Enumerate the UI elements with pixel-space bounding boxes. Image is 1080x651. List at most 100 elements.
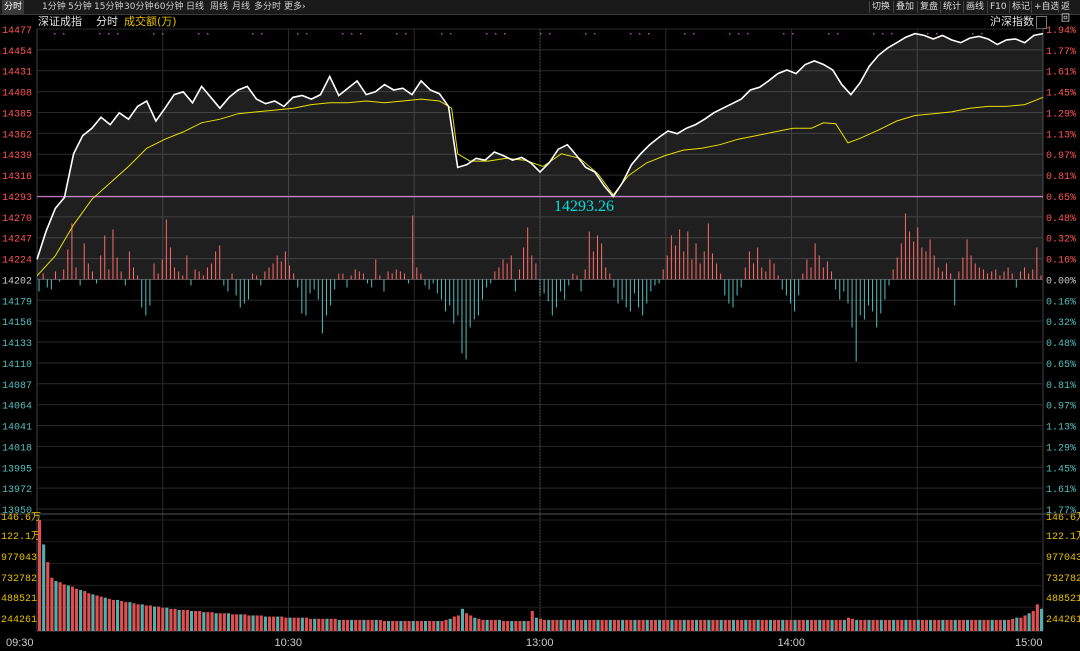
event-marker: [504, 33, 506, 35]
volume-bar: [600, 619, 604, 631]
tab-3[interactable]: 15分钟: [94, 2, 124, 12]
tab-0[interactable]: 分时: [2, 0, 25, 14]
volume-bar: [366, 619, 370, 631]
volume-bar: [933, 619, 937, 631]
volume-tick-label: 732782: [1, 574, 37, 585]
toolbar-btn-4[interactable]: 画线: [963, 1, 986, 13]
volume-bar: [937, 619, 941, 631]
volume-bar: [321, 618, 325, 631]
volume-bar: [641, 619, 645, 631]
event-marker: [594, 33, 596, 35]
toolbar-btn-1[interactable]: 叠加: [893, 1, 916, 13]
volume-bar: [547, 619, 551, 631]
volume-bar: [309, 618, 313, 631]
volume-bar: [148, 605, 152, 631]
volume-bar: [485, 619, 489, 631]
price-tick-label: 13995: [2, 464, 32, 475]
volume-bar: [859, 619, 863, 631]
volume-bar: [756, 619, 760, 631]
volume-bar: [194, 611, 198, 631]
event-marker: [792, 33, 794, 35]
volume-bar: [350, 619, 354, 631]
volume-bar: [883, 619, 887, 631]
toolbar-btn-8[interactable]: 返回: [1058, 1, 1080, 24]
pct-tick-label: 1.77%: [1046, 506, 1076, 517]
volume-bar: [871, 619, 875, 631]
volume-bar: [337, 619, 341, 631]
event-marker: [63, 33, 65, 35]
x-tick-label: 13:00: [526, 637, 554, 649]
toolbar-btn-3[interactable]: 统计: [940, 1, 963, 13]
tab-6[interactable]: 日线: [186, 2, 205, 12]
volume-bar: [395, 621, 399, 631]
volume-bar: [551, 619, 555, 631]
volume-bar: [801, 619, 805, 631]
volume-bar: [493, 619, 497, 631]
volume-tick-label-right: 732782: [1046, 574, 1080, 585]
volume-bar: [965, 619, 970, 631]
volume-bar: [998, 619, 1002, 631]
volume-bar: [670, 619, 674, 631]
price-tick-label: 14064: [2, 402, 32, 413]
volume-bar: [120, 601, 124, 631]
toolbar-btn-6[interactable]: 标记: [1009, 1, 1032, 13]
volume-bar: [428, 621, 432, 631]
event-marker: [684, 33, 686, 35]
pct-tick-label: 1.45%: [1046, 89, 1076, 100]
toolbar-btn-7[interactable]: +自选: [1031, 1, 1062, 13]
tab-8[interactable]: 月线: [232, 2, 251, 12]
volume-bar: [202, 612, 206, 631]
volume-tick-label: 122.1万: [1, 531, 41, 543]
volume-tick-label: 146.6万: [1, 512, 41, 524]
volume-bar: [961, 619, 965, 631]
volume-bar: [822, 619, 826, 631]
tab-1[interactable]: 1分钟: [42, 2, 66, 12]
volume-bar: [239, 614, 243, 631]
event-marker: [549, 33, 551, 35]
event-marker: [450, 33, 452, 35]
event-marker: [873, 33, 875, 35]
volume-bar: [243, 614, 247, 631]
volume-bar: [785, 619, 789, 631]
chart-header: 深证成指 分时 成交额(万) 沪深指数: [0, 15, 1080, 29]
volume-bar: [358, 619, 362, 631]
pct-tick-label: 1.61%: [1046, 68, 1076, 79]
pct-tick-label: 1.45%: [1046, 464, 1076, 475]
volume-tick-label-right: 122.1万: [1046, 531, 1080, 543]
x-tick-label: 10:30: [275, 637, 303, 649]
volume-bar: [555, 619, 559, 631]
tab-9[interactable]: 多分时: [254, 2, 282, 12]
volume-bar: [1023, 615, 1027, 631]
volume-bar: [304, 617, 309, 631]
volume-bar: [867, 619, 871, 631]
volume-bar: [563, 619, 567, 631]
tab-4[interactable]: 30分钟: [124, 2, 154, 12]
volume-bar: [1002, 619, 1007, 631]
volume-bar: [91, 594, 95, 631]
price-tick-label: 14087: [2, 381, 32, 392]
price-area: [37, 33, 1043, 280]
toolbar-btn-0[interactable]: 切换: [869, 1, 892, 13]
volume-bar: [70, 586, 74, 631]
toolbar-btn-5[interactable]: F10: [987, 1, 1009, 13]
volume-bar: [136, 604, 140, 631]
volume-bar: [1019, 617, 1023, 631]
tab-7[interactable]: 周线: [210, 2, 229, 12]
tab-10[interactable]: 更多›: [284, 2, 306, 12]
volume-bar: [247, 615, 251, 631]
volume-bar: [255, 615, 259, 631]
volume-bar: [111, 599, 116, 631]
tab-5[interactable]: 60分钟: [154, 2, 184, 12]
volume-bar: [423, 621, 428, 631]
volume-bar: [198, 611, 202, 631]
toolbar-btn-2[interactable]: 复盘: [917, 1, 940, 13]
volume-bar: [879, 619, 883, 631]
tab-2[interactable]: 5分钟: [68, 2, 92, 12]
event-marker: [495, 33, 497, 35]
event-marker: [747, 33, 749, 35]
volume-bar: [444, 619, 448, 631]
volume-bar: [497, 619, 501, 631]
volume-bar: [140, 604, 144, 631]
volume-bar: [846, 617, 851, 631]
